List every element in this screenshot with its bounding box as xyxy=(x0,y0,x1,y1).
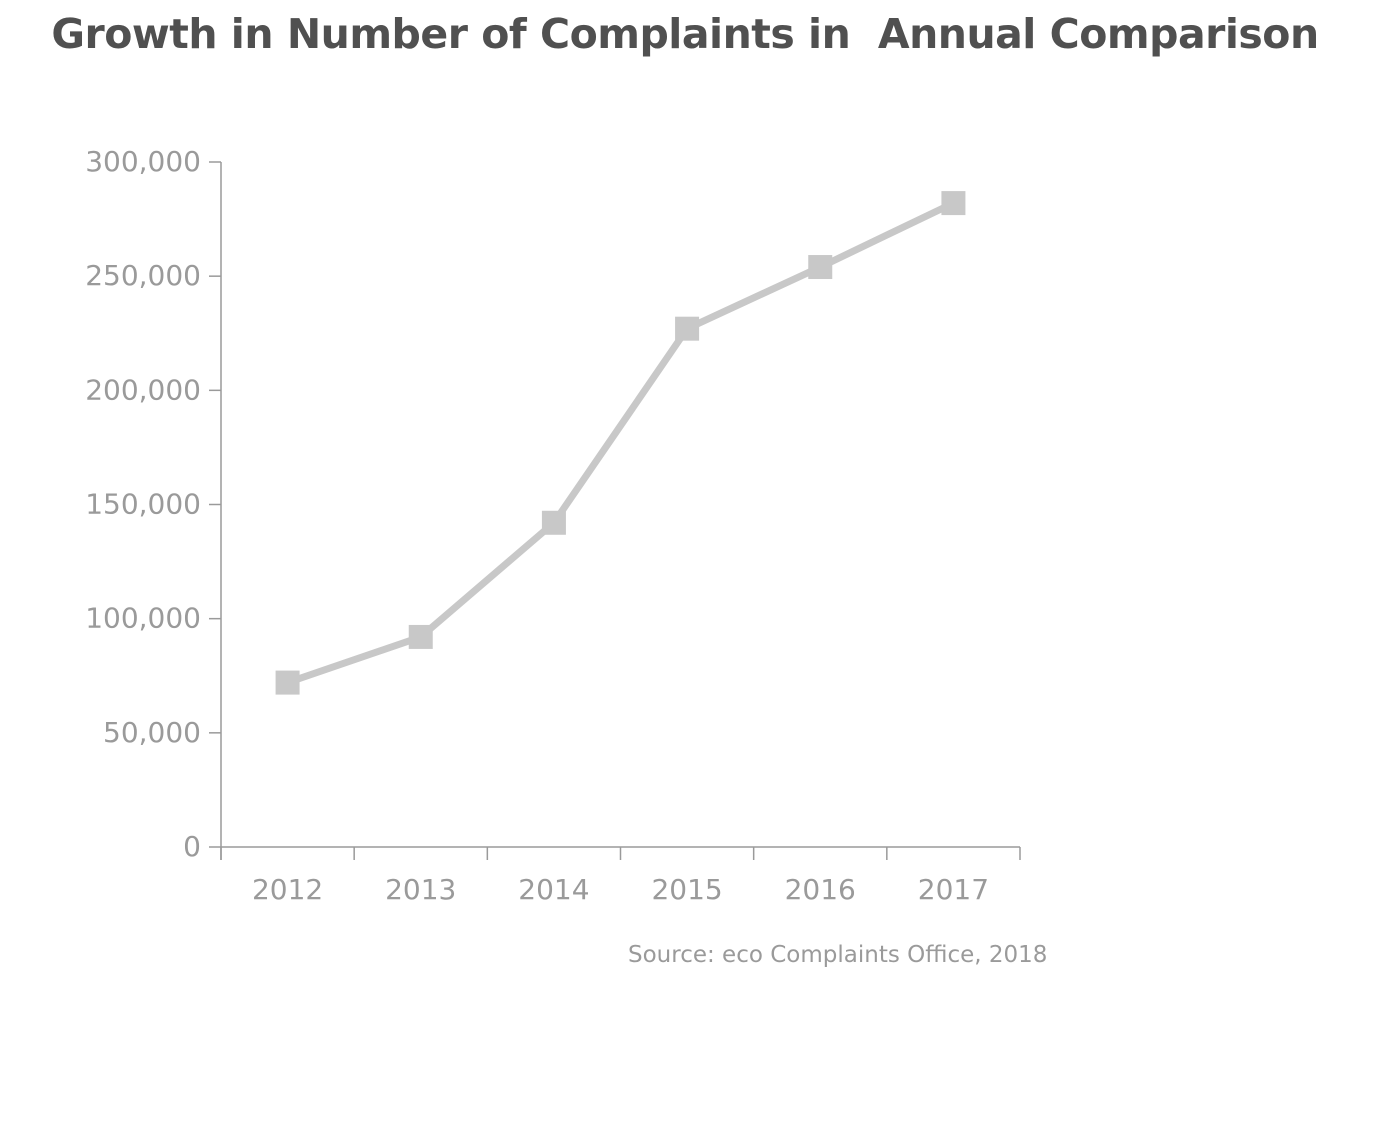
y-tick-label: 250,000 xyxy=(85,259,201,292)
source-note: Source: eco Complaints Office, 2018 xyxy=(628,942,1048,968)
y-tick-label: 300,000 xyxy=(85,145,201,178)
x-tick-label: 2013 xyxy=(385,873,456,906)
y-axis-ticks: 0 50,000 100,000 150,000 200,000 250,000 300,0… xyxy=(85,145,221,863)
y-tick-label: 100,000 xyxy=(85,602,201,635)
data-point xyxy=(675,316,700,341)
data-point xyxy=(408,624,433,649)
data-point xyxy=(941,191,966,216)
chart-title: Growth in Number of Complaints in Annual… xyxy=(51,10,1319,58)
y-tick-label: 200,000 xyxy=(85,373,201,406)
x-tick-label: 2016 xyxy=(785,873,856,906)
x-tick-label: 2014 xyxy=(518,873,589,906)
series-line xyxy=(284,199,957,687)
y-tick-label: 150,000 xyxy=(85,488,201,521)
y-tick-label: 0 xyxy=(183,830,201,863)
x-tick-label: 2015 xyxy=(651,873,722,906)
x-tick-label: 2012 xyxy=(252,873,323,906)
data-point xyxy=(275,670,300,695)
series xyxy=(275,191,966,695)
y-tick-label: 50,000 xyxy=(103,716,201,749)
x-tick-label: 2017 xyxy=(918,873,989,906)
axes xyxy=(220,162,1020,860)
data-point xyxy=(541,510,566,535)
data-point xyxy=(808,255,833,280)
x-axis-ticks: 2012 2013 2014 2015 2016 2017 xyxy=(220,847,1021,906)
